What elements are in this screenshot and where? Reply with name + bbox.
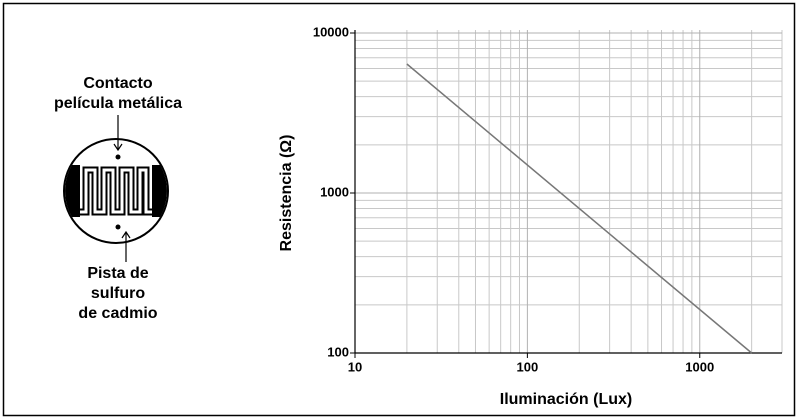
top-label-line: Contacto (83, 75, 153, 92)
electrode (152, 165, 167, 217)
electrode (65, 165, 80, 217)
y-tick-label: 1000 (320, 184, 349, 199)
data-line (406, 63, 753, 354)
arrow (113, 115, 123, 152)
x-tick-label: 100 (517, 359, 539, 374)
y-tick-label: 100 (327, 344, 349, 359)
ldr-diagram: Contacto película metálica Pista de sulf… (54, 75, 182, 322)
arrow (121, 230, 131, 262)
bottom-label-line: sulfuro (91, 285, 145, 302)
bottom-label-line: Pista de (87, 265, 148, 282)
x-tick-label: 1000 (685, 359, 714, 374)
dot (115, 224, 121, 230)
y-tick-label: 10000 (313, 24, 349, 39)
x-tick-label: 10 (348, 359, 362, 374)
top-label-line: película metálica (54, 95, 182, 112)
track-inner (80, 168, 152, 214)
dot (115, 154, 121, 160)
x-axis-label: Iluminación (Lux) (500, 391, 632, 408)
bottom-label-line: de cadmio (78, 305, 157, 322)
y-axis-label: Resistencia (Ω) (278, 135, 295, 252)
